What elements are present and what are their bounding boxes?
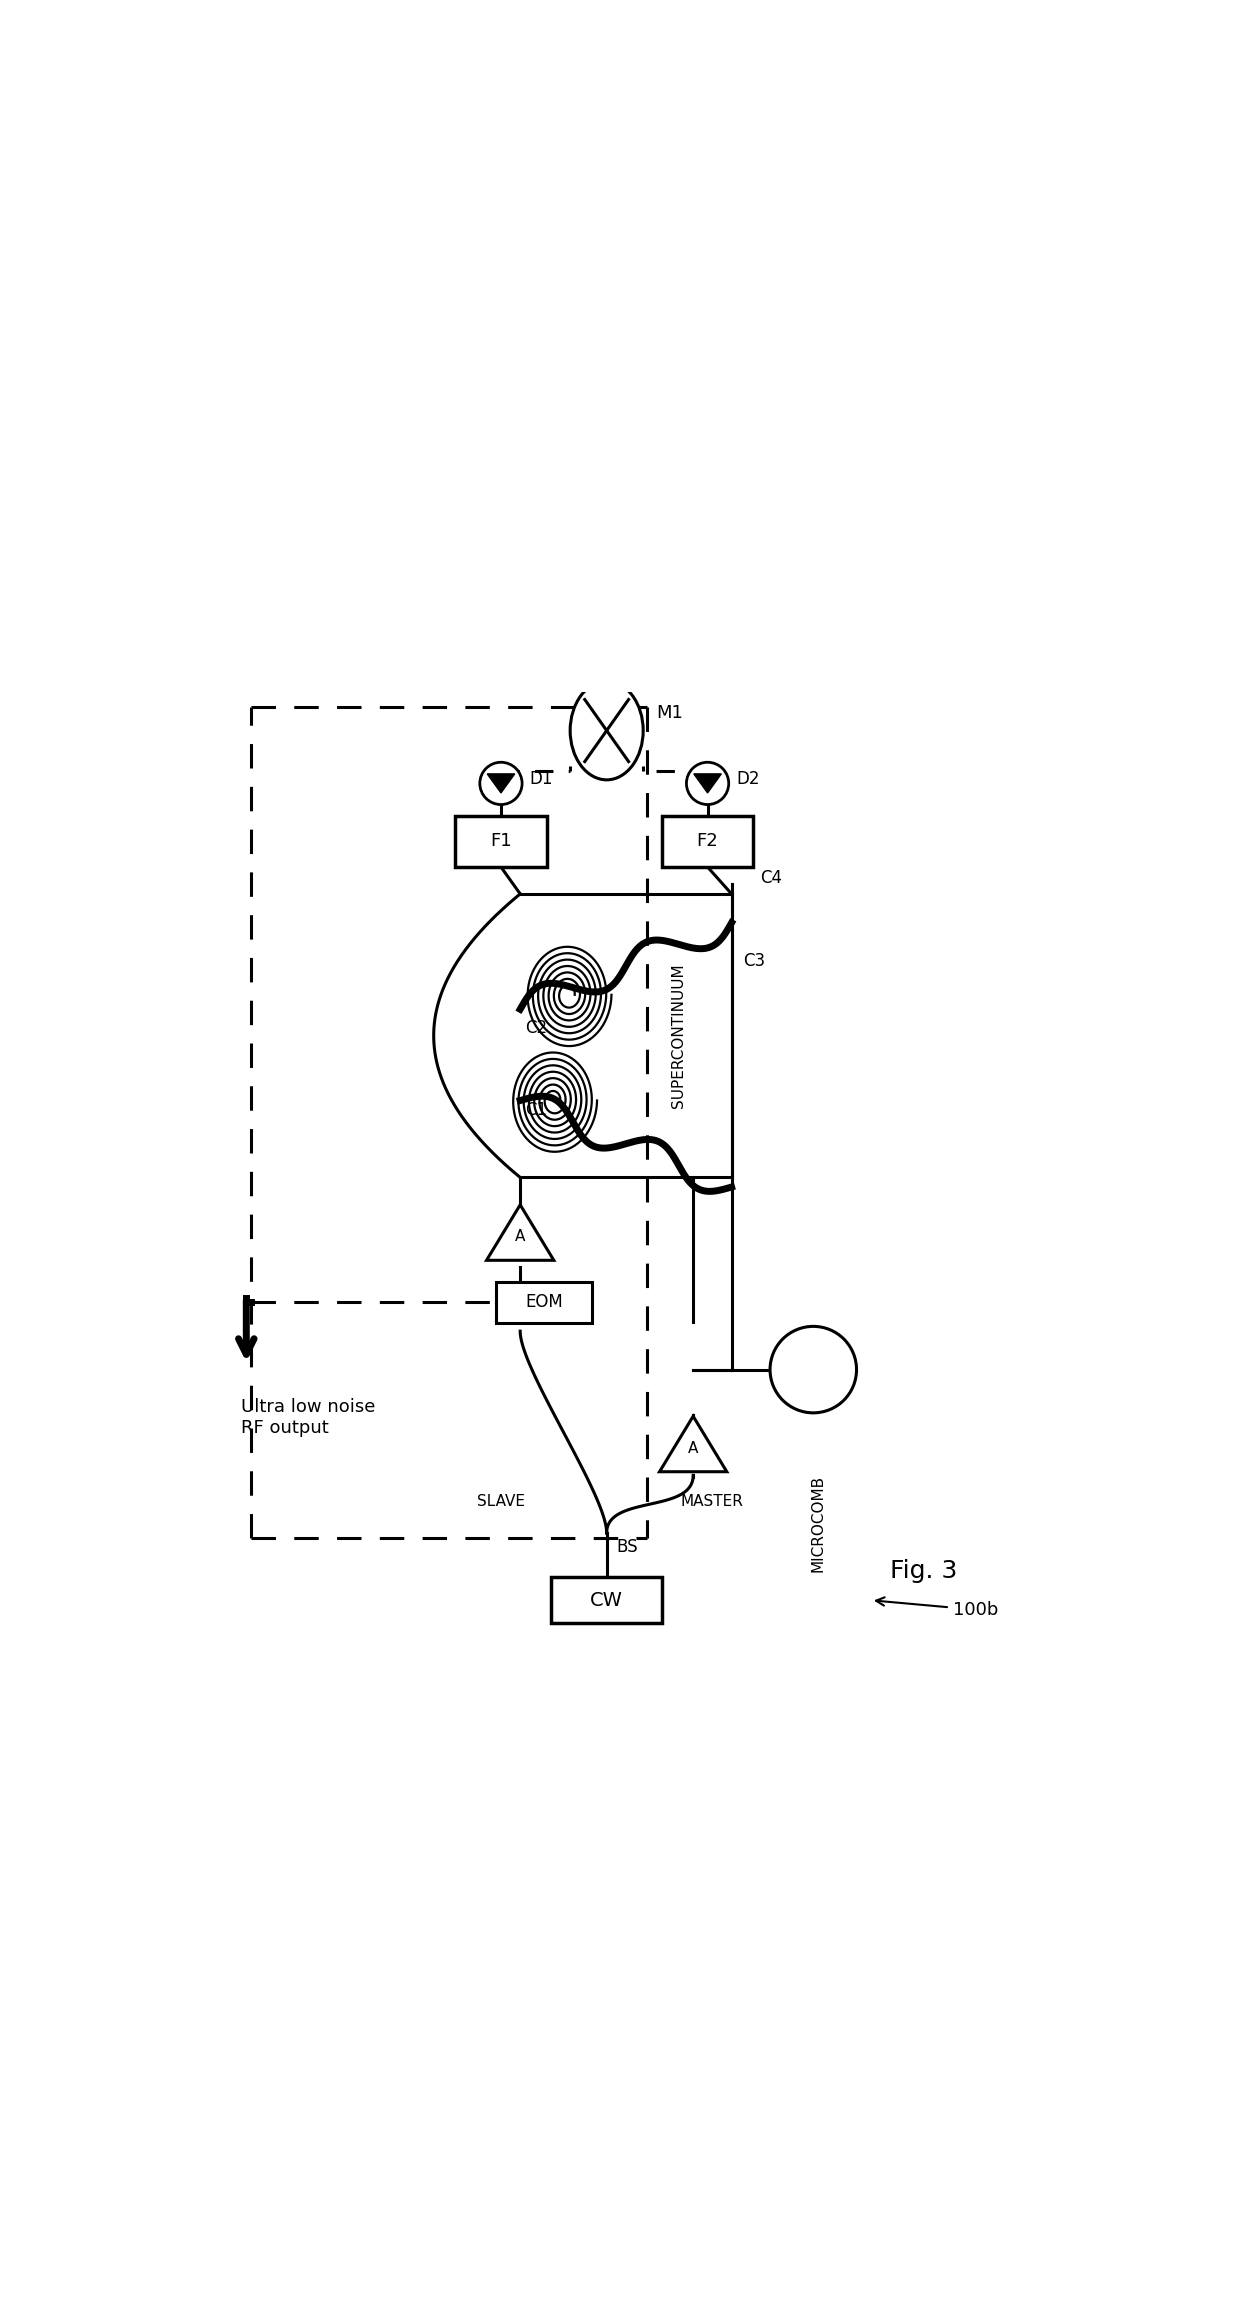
Ellipse shape [570, 680, 644, 780]
FancyBboxPatch shape [496, 1282, 593, 1324]
Text: F2: F2 [697, 831, 718, 850]
Circle shape [480, 762, 522, 803]
Text: MASTER: MASTER [681, 1493, 744, 1509]
Text: C2: C2 [525, 1019, 547, 1038]
Polygon shape [486, 1205, 554, 1261]
Polygon shape [487, 773, 515, 792]
Text: D1: D1 [529, 769, 553, 787]
Polygon shape [660, 1416, 727, 1472]
Text: A: A [688, 1440, 698, 1456]
Text: MICROCOMB: MICROCOMB [811, 1474, 826, 1572]
Text: A: A [515, 1228, 526, 1245]
Text: 100b: 100b [875, 1598, 998, 1618]
Text: M1: M1 [657, 704, 683, 722]
Circle shape [770, 1326, 857, 1412]
FancyBboxPatch shape [455, 815, 547, 866]
Text: C4: C4 [760, 868, 782, 887]
Text: F1: F1 [490, 831, 512, 850]
Text: D2: D2 [737, 769, 760, 787]
Text: SLAVE: SLAVE [477, 1493, 525, 1509]
Text: C3: C3 [743, 952, 765, 971]
FancyBboxPatch shape [662, 815, 753, 866]
Text: C1: C1 [525, 1101, 547, 1119]
Polygon shape [694, 773, 722, 792]
Text: Ultra low noise
RF output: Ultra low noise RF output [242, 1398, 376, 1437]
FancyBboxPatch shape [552, 1577, 662, 1623]
Text: CW: CW [590, 1591, 624, 1609]
Text: SUPERCONTINUUM: SUPERCONTINUUM [671, 964, 686, 1108]
Circle shape [687, 762, 729, 803]
Text: Fig. 3: Fig. 3 [890, 1560, 957, 1584]
Text: EOM: EOM [526, 1293, 563, 1312]
Text: BS: BS [616, 1537, 637, 1556]
